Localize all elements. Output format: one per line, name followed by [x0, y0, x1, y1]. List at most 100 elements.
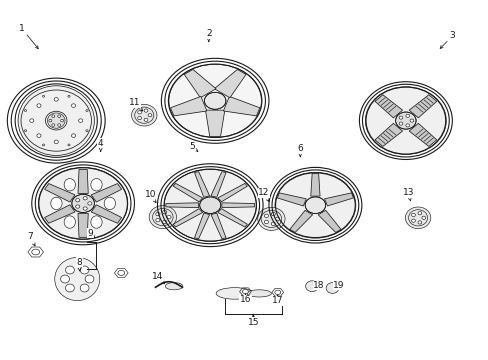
- Polygon shape: [277, 193, 305, 206]
- Polygon shape: [324, 193, 353, 206]
- Ellipse shape: [47, 113, 65, 128]
- Text: 9: 9: [87, 229, 95, 238]
- Ellipse shape: [86, 130, 88, 132]
- Ellipse shape: [24, 130, 26, 132]
- Ellipse shape: [80, 284, 89, 292]
- Ellipse shape: [411, 219, 414, 222]
- Polygon shape: [218, 183, 247, 202]
- Ellipse shape: [87, 202, 92, 205]
- Ellipse shape: [61, 275, 69, 283]
- Ellipse shape: [398, 116, 402, 119]
- Ellipse shape: [257, 207, 285, 230]
- Ellipse shape: [76, 205, 80, 208]
- Text: 7: 7: [27, 233, 35, 246]
- Ellipse shape: [58, 124, 61, 126]
- Text: 14: 14: [151, 272, 164, 284]
- Ellipse shape: [80, 266, 89, 274]
- Ellipse shape: [417, 212, 421, 215]
- Ellipse shape: [104, 197, 115, 210]
- Polygon shape: [44, 184, 75, 202]
- Ellipse shape: [18, 86, 94, 156]
- Polygon shape: [78, 213, 88, 237]
- Ellipse shape: [54, 140, 58, 144]
- Ellipse shape: [421, 216, 425, 219]
- Polygon shape: [210, 172, 225, 197]
- Ellipse shape: [216, 288, 253, 299]
- Polygon shape: [408, 95, 436, 118]
- Ellipse shape: [32, 249, 40, 255]
- Text: 10: 10: [144, 190, 156, 203]
- Text: 3: 3: [439, 31, 454, 49]
- Ellipse shape: [39, 167, 127, 239]
- Polygon shape: [222, 203, 254, 208]
- Polygon shape: [170, 96, 206, 116]
- Polygon shape: [194, 213, 209, 239]
- Polygon shape: [165, 203, 198, 208]
- Ellipse shape: [325, 283, 338, 293]
- Text: 16: 16: [239, 294, 251, 304]
- Polygon shape: [184, 69, 216, 98]
- Ellipse shape: [30, 119, 34, 122]
- Ellipse shape: [85, 275, 94, 283]
- Text: 19: 19: [332, 281, 344, 290]
- Polygon shape: [44, 205, 75, 223]
- Ellipse shape: [395, 112, 415, 129]
- Text: 5: 5: [189, 142, 198, 152]
- Polygon shape: [223, 96, 259, 116]
- Ellipse shape: [71, 134, 76, 138]
- Ellipse shape: [148, 113, 152, 117]
- Polygon shape: [374, 95, 402, 118]
- Ellipse shape: [274, 172, 355, 238]
- Ellipse shape: [144, 118, 148, 121]
- Polygon shape: [214, 69, 245, 98]
- Ellipse shape: [271, 212, 275, 216]
- Text: 11: 11: [129, 98, 142, 111]
- Text: 13: 13: [402, 188, 413, 201]
- Ellipse shape: [52, 124, 55, 126]
- Polygon shape: [210, 213, 225, 239]
- Polygon shape: [374, 123, 402, 147]
- Ellipse shape: [76, 199, 80, 202]
- Ellipse shape: [411, 213, 414, 217]
- Ellipse shape: [72, 194, 94, 212]
- Text: 6: 6: [297, 144, 303, 157]
- Ellipse shape: [199, 197, 221, 213]
- Ellipse shape: [417, 221, 421, 224]
- Polygon shape: [91, 205, 122, 223]
- Ellipse shape: [79, 119, 82, 122]
- Ellipse shape: [271, 222, 275, 225]
- Ellipse shape: [37, 104, 41, 107]
- Ellipse shape: [156, 212, 160, 216]
- Ellipse shape: [37, 134, 41, 138]
- Ellipse shape: [264, 220, 268, 224]
- Ellipse shape: [405, 207, 430, 229]
- Text: 4: 4: [98, 139, 103, 151]
- Ellipse shape: [24, 109, 26, 112]
- Ellipse shape: [83, 207, 87, 210]
- Ellipse shape: [51, 197, 62, 210]
- Ellipse shape: [71, 104, 76, 107]
- Ellipse shape: [163, 211, 166, 214]
- Ellipse shape: [83, 197, 87, 200]
- Polygon shape: [173, 183, 202, 202]
- Polygon shape: [310, 174, 319, 196]
- Ellipse shape: [275, 217, 279, 221]
- Ellipse shape: [398, 122, 402, 125]
- Text: 12: 12: [258, 188, 269, 202]
- Ellipse shape: [61, 119, 63, 122]
- Ellipse shape: [68, 95, 70, 97]
- Ellipse shape: [166, 215, 171, 219]
- Polygon shape: [173, 208, 202, 227]
- Polygon shape: [408, 123, 436, 147]
- Ellipse shape: [305, 197, 325, 213]
- Ellipse shape: [49, 119, 52, 122]
- Ellipse shape: [42, 95, 44, 97]
- Ellipse shape: [138, 116, 141, 120]
- Ellipse shape: [131, 104, 157, 126]
- Ellipse shape: [91, 216, 102, 228]
- Ellipse shape: [65, 266, 74, 274]
- Text: 15: 15: [247, 314, 259, 327]
- Ellipse shape: [58, 115, 61, 117]
- Ellipse shape: [68, 144, 70, 146]
- Ellipse shape: [64, 216, 75, 228]
